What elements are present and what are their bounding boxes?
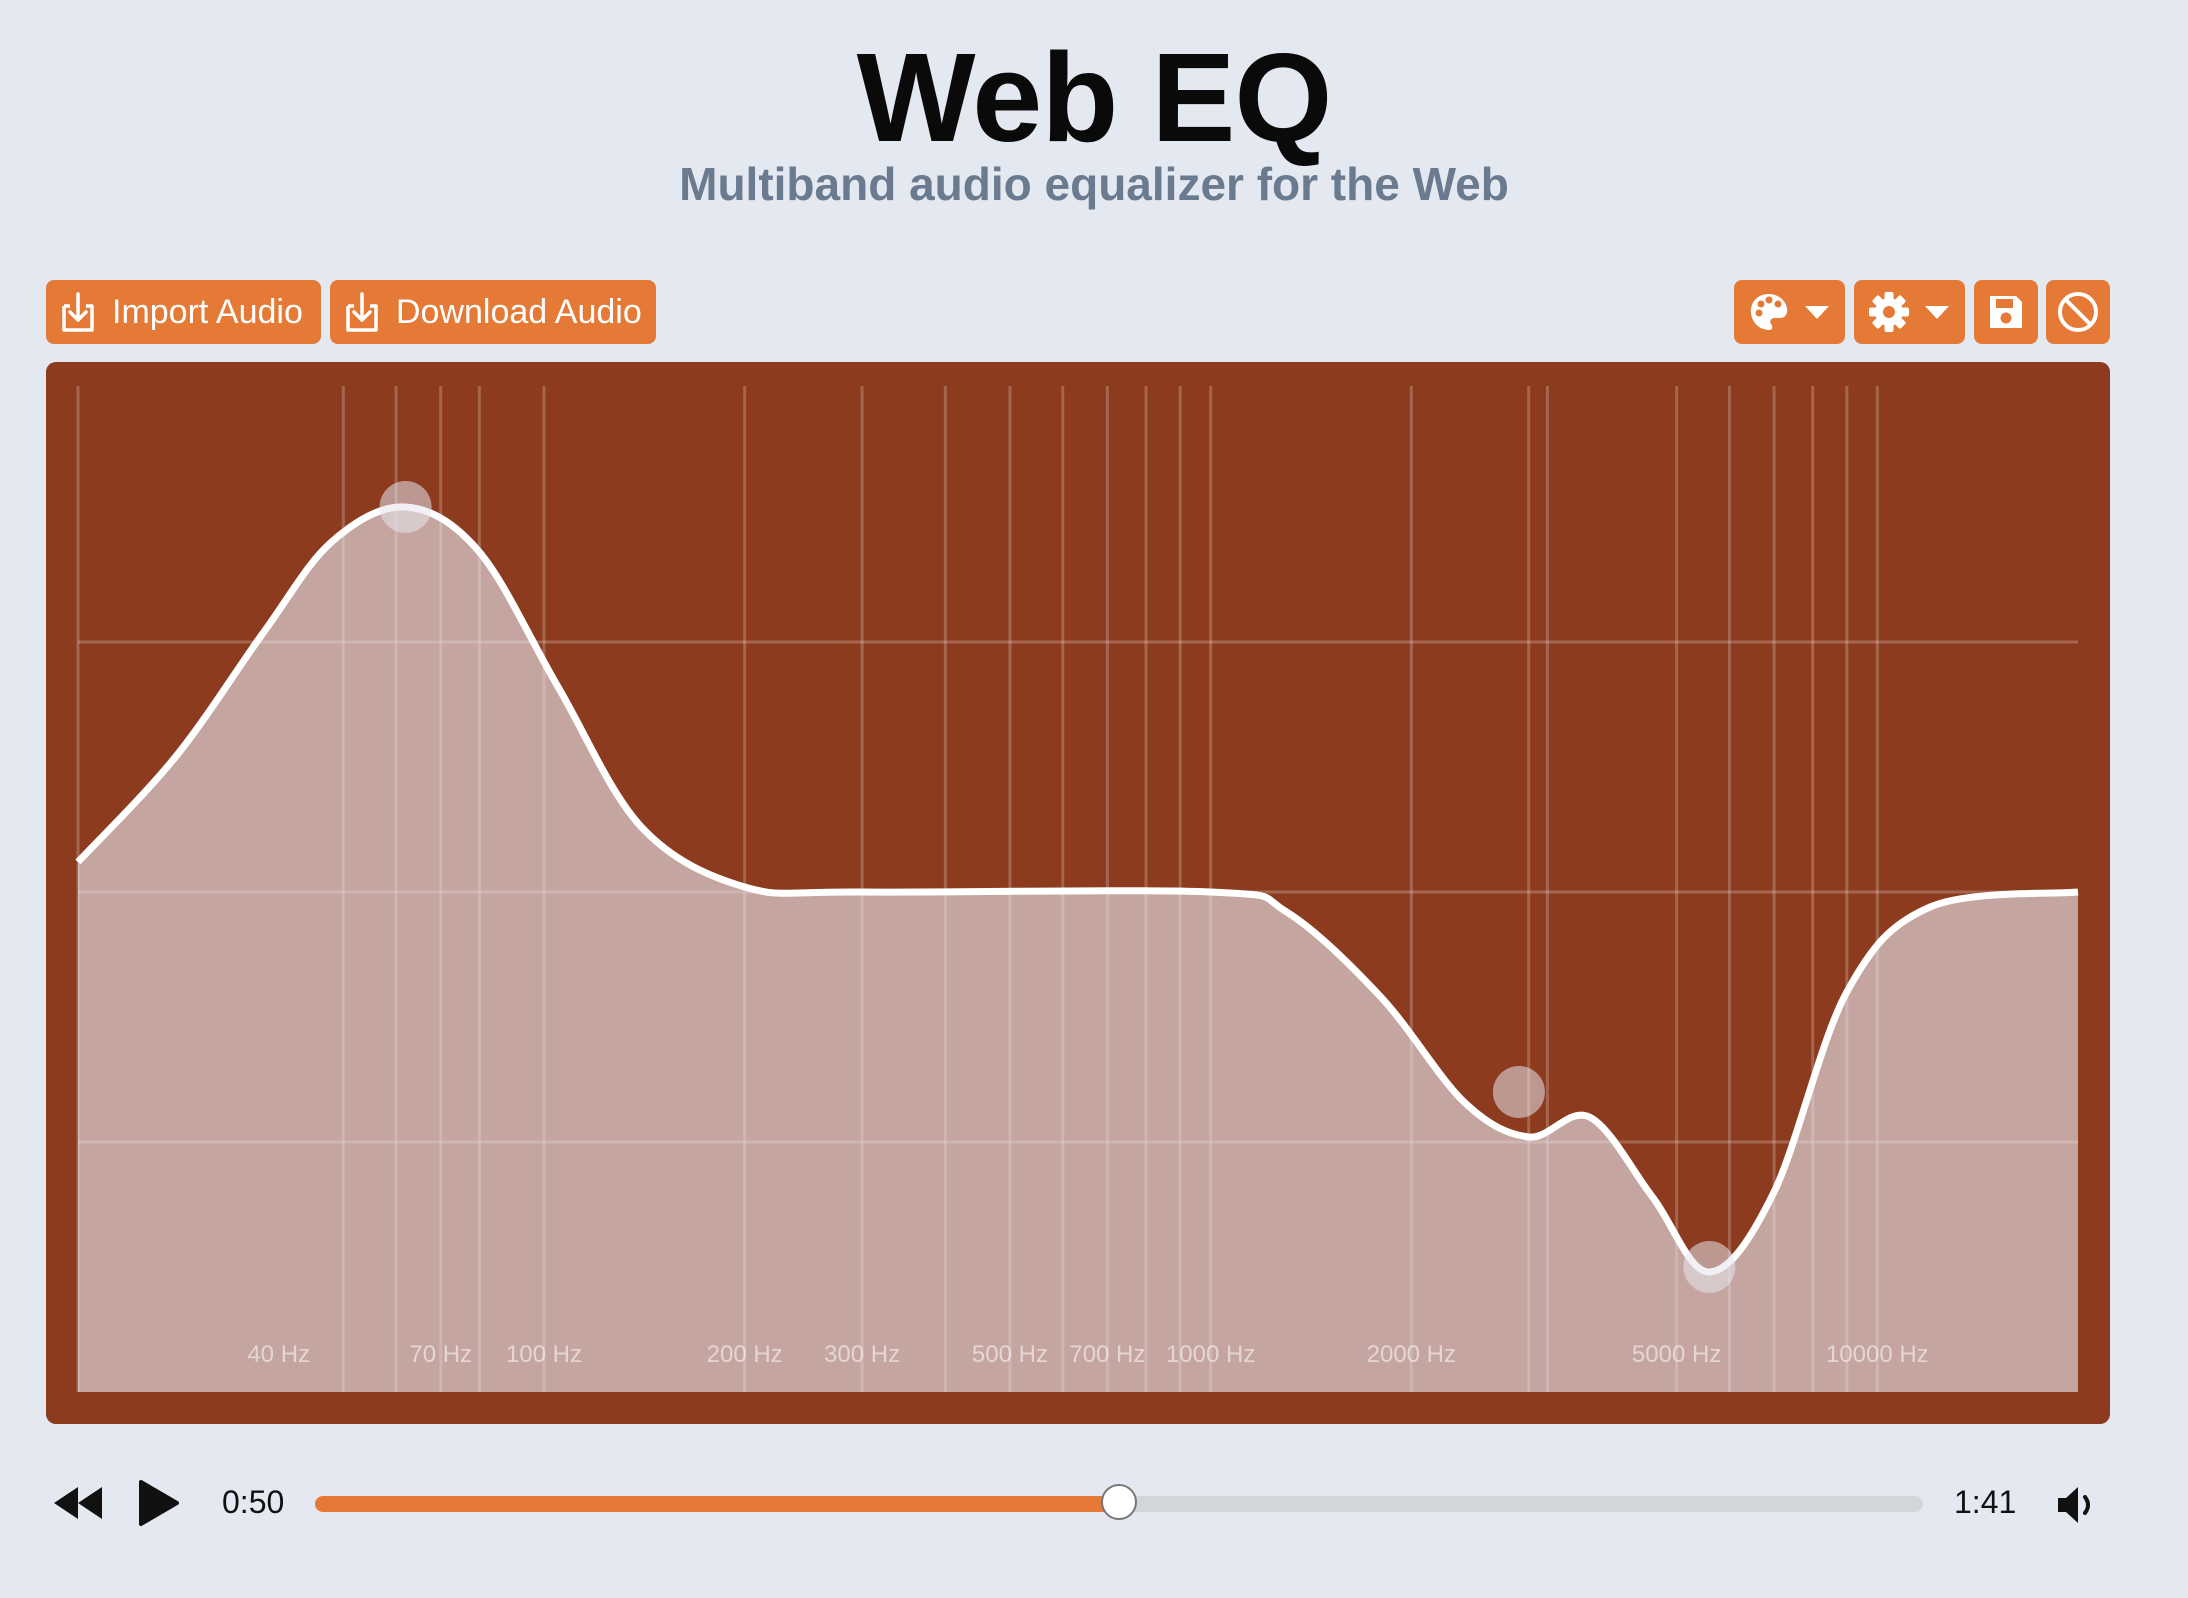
frequency-tick-label: 5000 Hz: [1632, 1341, 1721, 1368]
band-handle[interactable]: [1683, 1241, 1736, 1293]
settings-dropdown[interactable]: [1854, 280, 1965, 344]
seek-thumb[interactable]: [1101, 1484, 1137, 1520]
band-handle[interactable]: [1492, 1066, 1545, 1118]
gear-icon: [1869, 292, 1909, 332]
frequency-tick-label: 200 Hz: [707, 1341, 783, 1368]
frequency-tick-label: 100 Hz: [506, 1341, 582, 1368]
import-audio-button[interactable]: Import Audio: [46, 280, 321, 344]
total-time: 1:41: [1954, 1484, 2017, 1520]
import-audio-label: Import Audio: [112, 292, 303, 331]
seek-bar[interactable]: [315, 1484, 1923, 1520]
response-curve: [75, 503, 2079, 1276]
download-audio-button[interactable]: Download Audio: [330, 280, 656, 344]
frequency-tick-label: 500 Hz: [972, 1341, 1048, 1368]
page-subtitle: Multiband audio equalizer for the Web: [679, 158, 1509, 210]
caret-down-icon: [1925, 306, 1949, 319]
play-icon[interactable]: [137, 1478, 181, 1528]
frequency-tick-label: 40 Hz: [247, 1341, 310, 1368]
volume-icon[interactable]: [2056, 1484, 2100, 1526]
current-time: 0:50: [222, 1484, 285, 1520]
rewind-icon[interactable]: [52, 1483, 104, 1523]
ban-icon: [2058, 292, 2098, 332]
band-handle[interactable]: [379, 481, 432, 533]
floppy-disk-icon: [1990, 296, 2022, 328]
frequency-tick-label: 300 Hz: [824, 1341, 900, 1368]
frequency-tick-label: 1000 Hz: [1166, 1341, 1255, 1368]
download-audio-label: Download Audio: [396, 292, 642, 331]
caret-down-icon: [1805, 306, 1829, 319]
frequency-tick-label: 10000 Hz: [1826, 1341, 1929, 1368]
frequency-response-chart[interactable]: 40 Hz 70 Hz 100 Hz 200 Hz 300 Hz 500 Hz 700 Hz…: [46, 362, 2110, 1424]
theme-palette-dropdown[interactable]: [1734, 280, 1845, 344]
download-icon: [346, 292, 378, 332]
page-title: Web EQ: [856, 27, 1333, 168]
equalizer-panel: 40 Hz 70 Hz 100 Hz 200 Hz 300 Hz 500 Hz 700 Hz…: [46, 362, 2110, 1424]
response-area: [78, 506, 2078, 1392]
reset-button[interactable]: [2046, 280, 2110, 344]
save-preset-button[interactable]: [1974, 280, 2038, 344]
import-icon: [62, 292, 94, 332]
frequency-tick-label: 700 Hz: [1069, 1341, 1145, 1368]
frequency-tick-label: 2000 Hz: [1367, 1341, 1456, 1368]
frequency-tick-label: 70 Hz: [409, 1341, 472, 1368]
palette-icon: [1750, 294, 1788, 330]
seek-progress: [315, 1496, 1119, 1512]
